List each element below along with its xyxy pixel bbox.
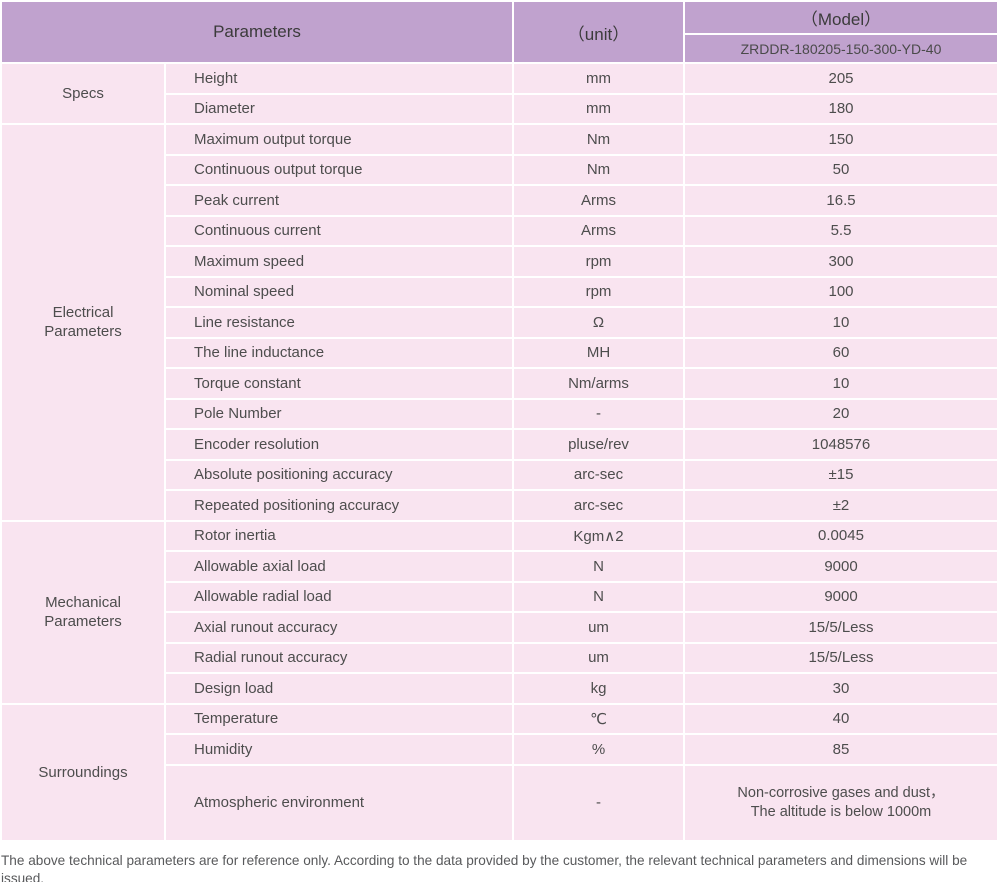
value-cell: 100 — [685, 277, 997, 306]
category-specs: Specs — [2, 64, 164, 123]
unit-cell: Arms — [514, 186, 683, 215]
value-cell: 5.5 — [685, 216, 997, 245]
unit-cell: ℃ — [514, 704, 683, 733]
value-cell: 50 — [685, 155, 997, 184]
specification-table: Parameters （unit） （Model） ZRDDR-180205-1… — [2, 2, 997, 840]
param-cell: Radial runout accuracy — [166, 643, 512, 672]
unit-cell: - — [514, 765, 683, 840]
value-cell: 60 — [685, 338, 997, 367]
param-cell: Allowable radial load — [166, 582, 512, 611]
value-cell: 0.0045 — [685, 521, 997, 550]
value-cell: 300 — [685, 247, 997, 276]
unit-cell: mm — [514, 64, 683, 93]
param-cell: Torque constant — [166, 369, 512, 398]
value-cell: 180 — [685, 94, 997, 123]
value-cell: 20 — [685, 399, 997, 428]
param-cell: Atmospheric environment — [166, 765, 512, 840]
param-cell: Nominal speed — [166, 277, 512, 306]
value-cell: ±15 — [685, 460, 997, 489]
value-cell: 10 — [685, 369, 997, 398]
param-cell: Pole Number — [166, 399, 512, 428]
unit-cell: MH — [514, 338, 683, 367]
unit-cell: um — [514, 643, 683, 672]
unit-cell: - — [514, 399, 683, 428]
value-cell: ±2 — [685, 491, 997, 520]
value-cell: 150 — [685, 125, 997, 154]
unit-cell: kg — [514, 674, 683, 703]
param-cell: Continuous current — [166, 216, 512, 245]
unit-cell: arc-sec — [514, 460, 683, 489]
unit-cell: Nm — [514, 125, 683, 154]
unit-cell: Ω — [514, 308, 683, 337]
param-cell: Absolute positioning accuracy — [166, 460, 512, 489]
param-cell: Encoder resolution — [166, 430, 512, 459]
param-cell: Axial runout accuracy — [166, 613, 512, 642]
header-model-label: （Model） — [685, 2, 997, 33]
value-cell: 16.5 — [685, 186, 997, 215]
unit-cell: rpm — [514, 247, 683, 276]
param-cell: Maximum output torque — [166, 125, 512, 154]
header-model-number: ZRDDR-180205-150-300-YD-40 — [685, 35, 997, 62]
param-cell: Repeated positioning accuracy — [166, 491, 512, 520]
param-cell: Rotor inertia — [166, 521, 512, 550]
param-cell: Diameter — [166, 94, 512, 123]
value-cell: 30 — [685, 674, 997, 703]
unit-cell: N — [514, 582, 683, 611]
param-cell: Allowable axial load — [166, 552, 512, 581]
value-cell: 15/5/Less — [685, 613, 997, 642]
unit-cell: Kgm∧2 — [514, 521, 683, 550]
header-model-cell: （Model） ZRDDR-180205-150-300-YD-40 — [685, 2, 997, 62]
header-parameters: Parameters — [2, 2, 512, 62]
unit-cell: pluse/rev — [514, 430, 683, 459]
unit-cell: arc-sec — [514, 491, 683, 520]
unit-cell: Arms — [514, 216, 683, 245]
value-cell: 10 — [685, 308, 997, 337]
category-electrical-parameters: Electrical Parameters — [2, 125, 164, 520]
unit-cell: N — [514, 552, 683, 581]
param-cell: Temperature — [166, 704, 512, 733]
unit-cell: um — [514, 613, 683, 642]
category-surroundings: Surroundings — [2, 704, 164, 840]
param-cell: Continuous output torque — [166, 155, 512, 184]
value-cell: 85 — [685, 735, 997, 764]
param-cell: Maximum speed — [166, 247, 512, 276]
param-cell: Peak current — [166, 186, 512, 215]
header-unit: （unit） — [514, 2, 683, 62]
value-cell: 15/5/Less — [685, 643, 997, 672]
unit-cell: Nm — [514, 155, 683, 184]
value-cell: 40 — [685, 704, 997, 733]
unit-cell: mm — [514, 94, 683, 123]
unit-cell: rpm — [514, 277, 683, 306]
param-cell: Line resistance — [166, 308, 512, 337]
value-cell: 9000 — [685, 552, 997, 581]
param-cell: The line inductance — [166, 338, 512, 367]
footer-note: The above technical parameters are for r… — [1, 853, 968, 882]
param-cell: Design load — [166, 674, 512, 703]
unit-cell: % — [514, 735, 683, 764]
param-cell: Humidity — [166, 735, 512, 764]
param-cell: Height — [166, 64, 512, 93]
category-mechanical-parameters: Mechanical Parameters — [2, 521, 164, 703]
value-cell: 1048576 — [685, 430, 997, 459]
value-cell: Non-corrosive gases and dust， The altitu… — [685, 765, 997, 840]
value-cell: 9000 — [685, 582, 997, 611]
value-cell: 205 — [685, 64, 997, 93]
unit-cell: Nm/arms — [514, 369, 683, 398]
